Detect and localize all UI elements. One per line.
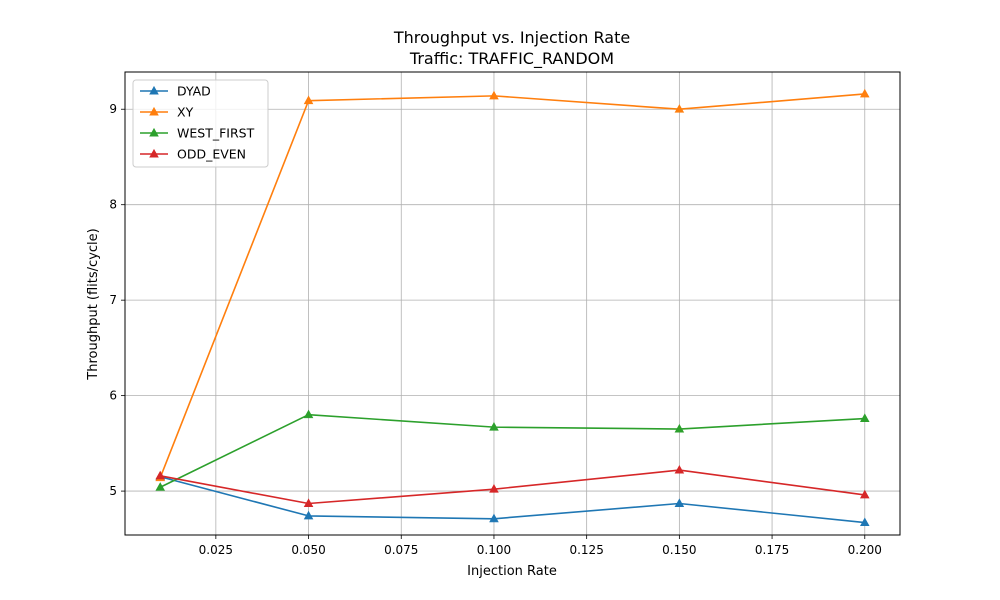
- legend-label: XY: [177, 105, 194, 120]
- y-tick-label: 7: [109, 293, 117, 307]
- chart-subtitle: Traffic: TRAFFIC_RANDOM: [409, 49, 614, 69]
- x-tick-label: 0.125: [569, 543, 603, 557]
- legend-item-odd-even: ODD_EVEN: [140, 147, 246, 162]
- x-tick-label: 0.200: [848, 543, 882, 557]
- data-point-west-first: [303, 409, 314, 419]
- series-west-first: [155, 409, 870, 491]
- series-line-odd-even: [160, 469, 865, 505]
- data-point-dyad: [859, 517, 870, 527]
- data-point-dyad: [489, 513, 499, 523]
- series-line-west-first: [159, 413, 865, 488]
- plot-frame: [124, 71, 901, 536]
- y-tick-label: 9: [109, 102, 117, 116]
- x-tick-label: 0.025: [199, 543, 233, 557]
- data-point-xy: [674, 104, 685, 113]
- legend-item-west-first: WEST_FIRST: [140, 126, 255, 141]
- grid-layer: [125, 72, 900, 535]
- legend-item-dyad: DYAD: [140, 84, 211, 99]
- data-point-xy: [489, 90, 499, 100]
- legend-label: DYAD: [177, 84, 211, 99]
- legend-item-xy: XY: [140, 105, 194, 120]
- y-axis-label: Throughput (flits/cycle): [86, 228, 101, 380]
- x-axis-label: Injection Rate: [467, 564, 557, 579]
- data-point-odd-even: [303, 498, 314, 507]
- legend-marker-icon: [149, 106, 159, 116]
- data-point-odd-even: [674, 464, 685, 474]
- series-dyad: [155, 471, 870, 527]
- data-point-odd-even: [489, 484, 499, 493]
- legend-marker-icon: [149, 148, 159, 158]
- y-tick-label: 6: [109, 389, 117, 403]
- data-point-odd-even: [155, 470, 166, 480]
- legend-label: ODD_EVEN: [177, 147, 246, 162]
- y-tick-label: 8: [109, 198, 117, 212]
- data-point-west-first: [489, 422, 499, 431]
- data-point-xy: [859, 88, 870, 98]
- data-point-xy: [303, 95, 314, 105]
- data-point-west-first: [859, 413, 870, 422]
- legend-box: [132, 79, 269, 168]
- series-odd-even: [155, 464, 870, 507]
- chart-title: Throughput vs. Injection Rate: [393, 28, 630, 47]
- data-point-west-first: [155, 482, 166, 491]
- legend: DYAD XY WEST_FIRST ODD_EVEN: [132, 79, 269, 168]
- data-point-dyad: [303, 510, 314, 520]
- x-tick-label: 0.100: [477, 543, 511, 557]
- x-tick-label: 0.150: [662, 543, 696, 557]
- legend-marker-icon: [149, 127, 159, 137]
- tick-layer: 0.025 0.050 0.075 0.100 0.125 0.150 0.175 0.200…: [109, 102, 882, 557]
- data-point-odd-even: [859, 489, 870, 499]
- series-line-dyad: [160, 475, 865, 524]
- data-point-west-first: [674, 423, 685, 433]
- x-tick-label: 0.050: [291, 543, 325, 557]
- legend-label: WEST_FIRST: [177, 126, 255, 141]
- data-point-dyad: [674, 498, 685, 507]
- x-tick-label: 0.075: [384, 543, 418, 557]
- x-tick-label: 0.175: [755, 543, 789, 557]
- legend-marker-icon: [149, 85, 159, 95]
- series-layer: [155, 88, 870, 527]
- y-tick-label: 5: [109, 484, 117, 498]
